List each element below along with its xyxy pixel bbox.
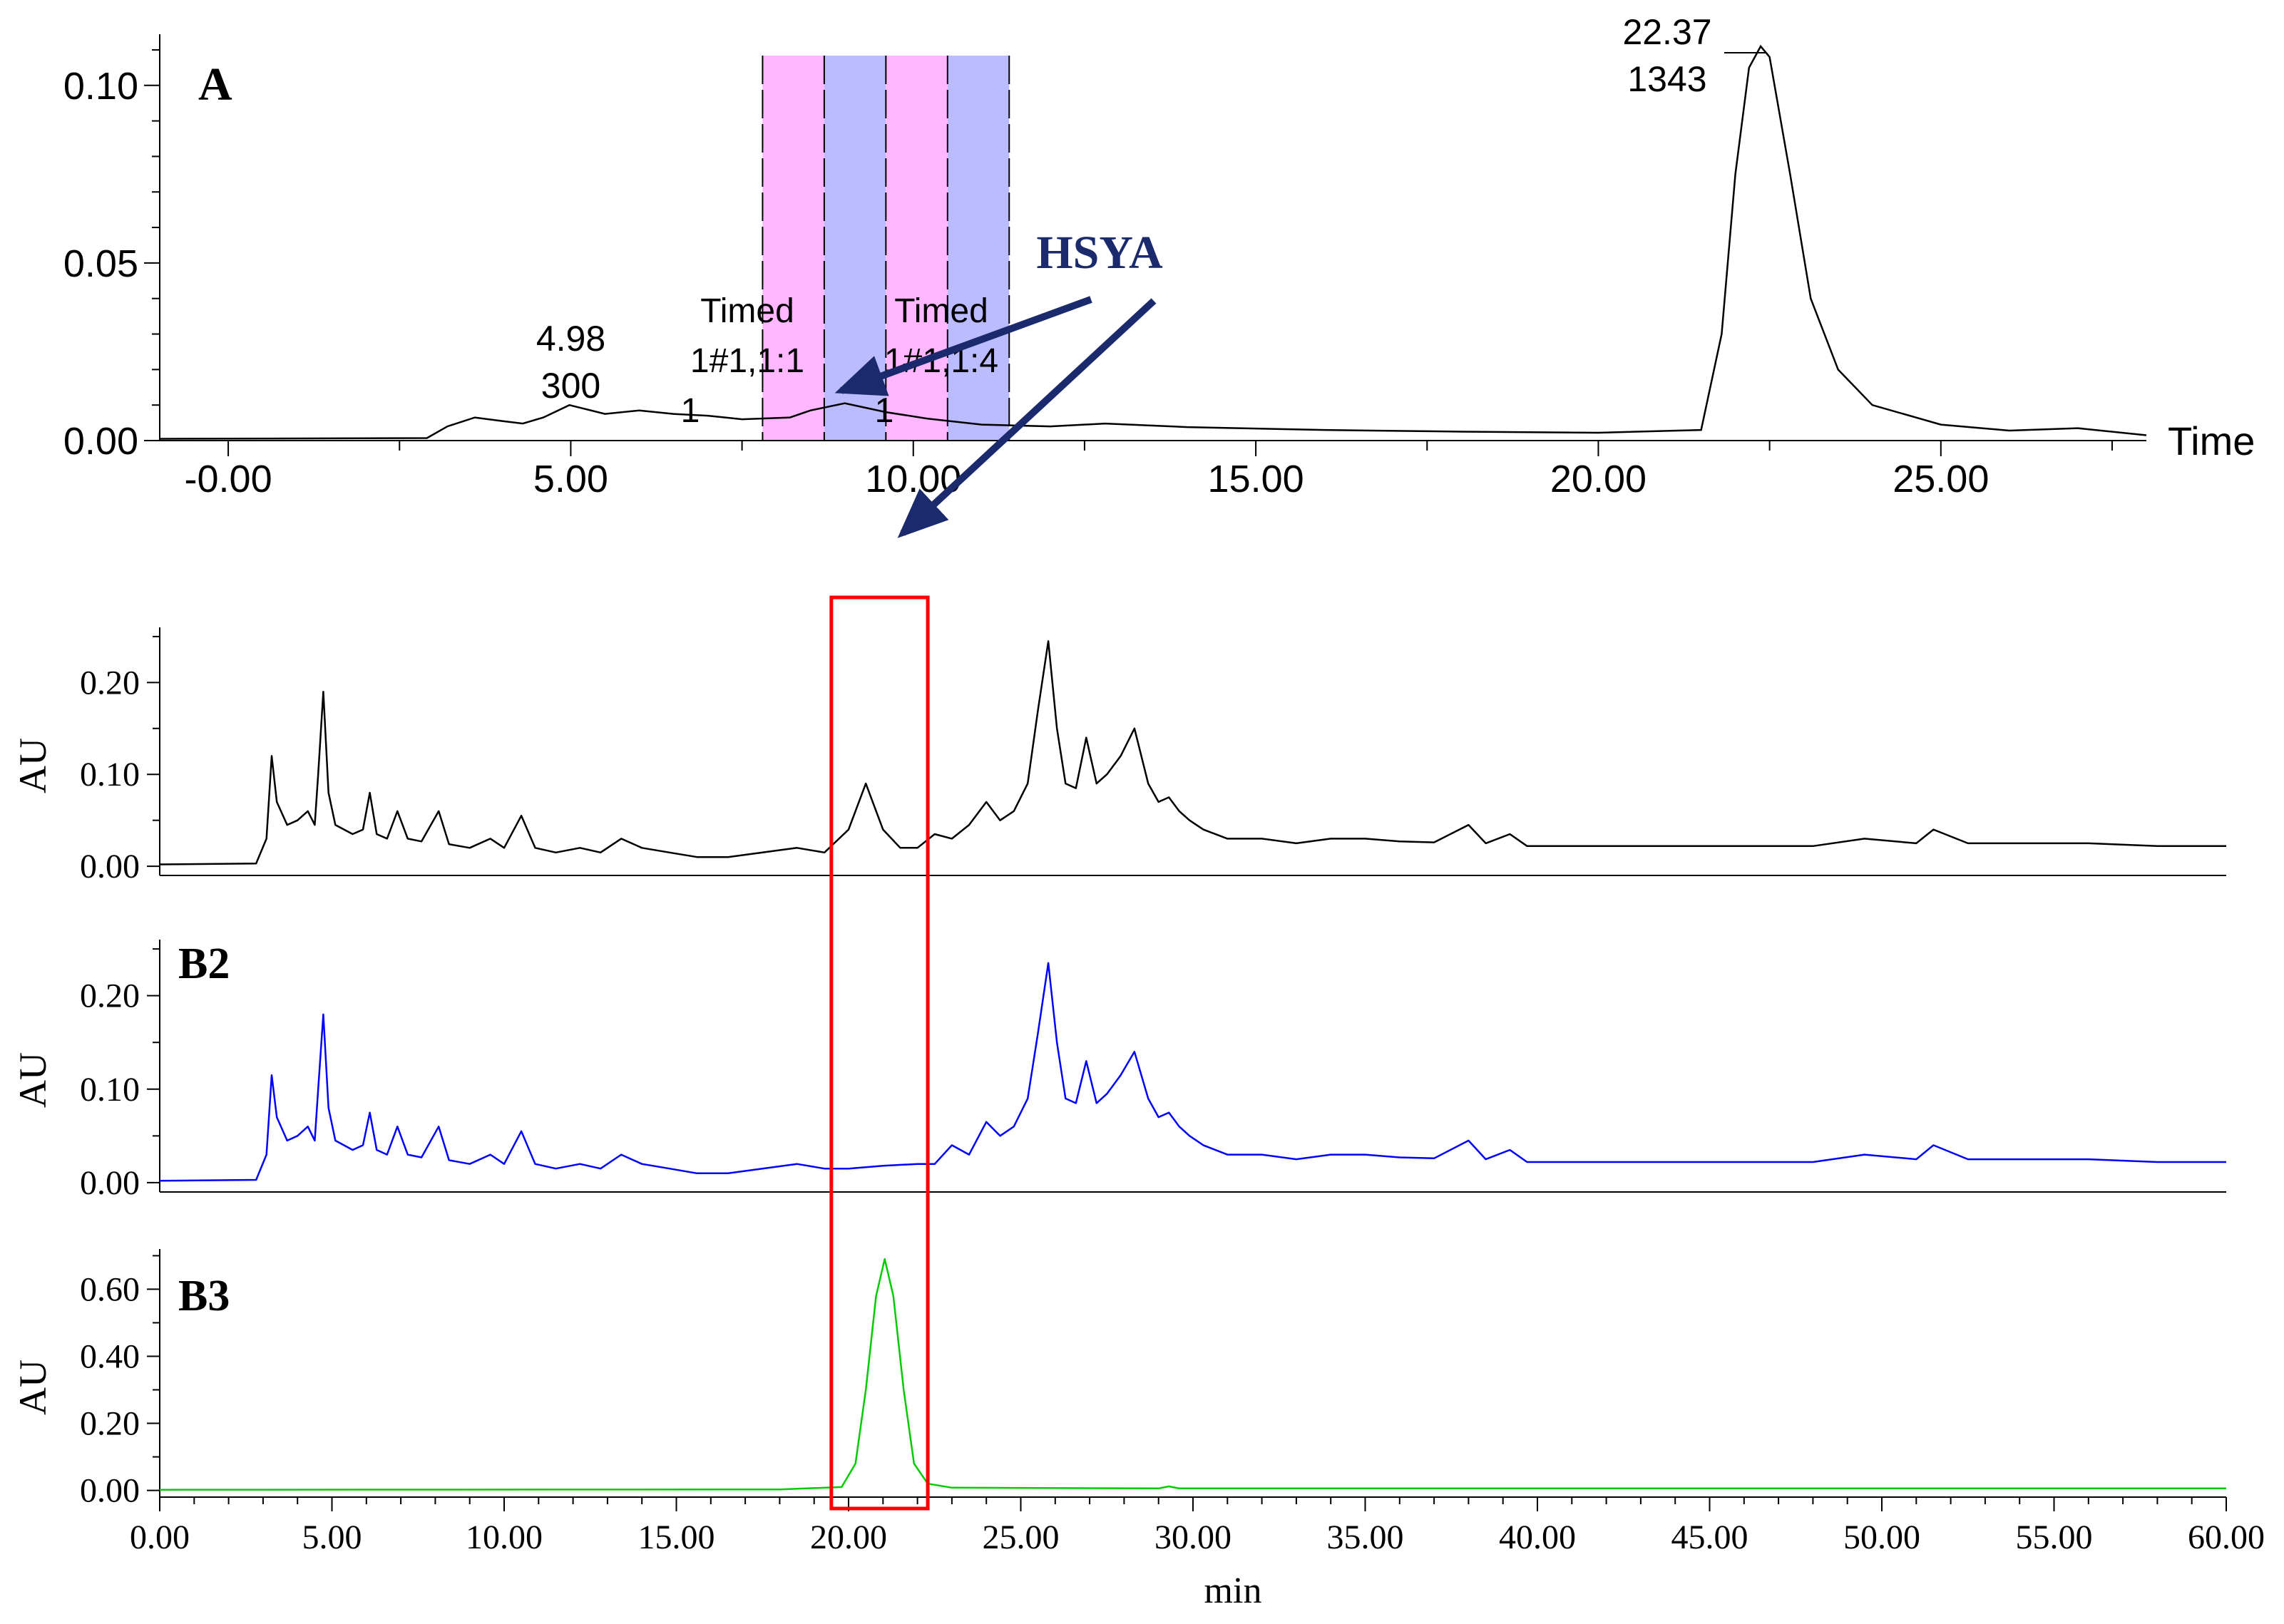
y-tick-label: 0.00 (80, 1164, 140, 1202)
x-tick-label: 50.00 (1843, 1518, 1920, 1556)
peak-label-area: 300 (541, 366, 600, 406)
y-tick-label: 0.00 (63, 420, 138, 463)
peak-label-rt: 22.37 (1622, 12, 1711, 52)
highlight-rect (829, 595, 930, 1511)
chart-b2: 0.00 0.10 0.20 AU B2 (11, 940, 2226, 1202)
fraction-band-3 (886, 56, 948, 441)
y-tick-label: 0.60 (80, 1270, 140, 1308)
x-axis-label: min (1204, 1571, 1262, 1611)
peak-label-area: 1343 (1627, 59, 1706, 99)
series-line-2-0 (159, 962, 2226, 1182)
annotation-hsya: HSYA (1036, 227, 1163, 279)
panel-label-b3: B3 (178, 1272, 230, 1320)
y-tick-label: 0.20 (80, 664, 140, 701)
x-tick-label: 5.00 (533, 458, 608, 500)
y-axis-label: AU (11, 1360, 54, 1415)
x-tick-label: 25.00 (983, 1518, 1060, 1556)
panel-label-b2: B2 (178, 940, 230, 988)
series-line-3-0 (159, 1258, 2226, 1491)
chart-b3: 0.00 0.20 0.40 0.60 AU B3 0.00 5.00 10.00 15.00 20… (11, 1249, 2265, 1611)
x-tick-label: 45.00 (1671, 1518, 1748, 1556)
band-label-line: 1 (681, 392, 700, 430)
series-line-a-0 (159, 44, 2147, 440)
y-tick-label: 0.40 (80, 1337, 140, 1375)
series-line-1-0 (159, 640, 2226, 865)
y-axis-label: AU (11, 1052, 54, 1108)
band-label-line: Timed (700, 292, 794, 330)
y-tick-label: 0.05 (63, 242, 138, 285)
x-axis-label: Time (2168, 418, 2255, 463)
chart-a: -0.00 5.00 10.00 15.00 20.00 25.000.000.050.1… (63, 12, 2255, 500)
y-tick-label: 0.10 (80, 756, 140, 793)
x-tick-label: 5.00 (302, 1518, 362, 1556)
x-tick-label: 15.00 (638, 1518, 715, 1556)
y-tick-label: 0.20 (80, 1405, 140, 1443)
x-tick-label: 35.00 (1327, 1518, 1404, 1556)
panel-label-a: A (198, 58, 232, 111)
arrow-to-peak (834, 296, 1092, 396)
band-label-line: 1 (875, 392, 894, 430)
x-tick-label: 60.00 (2188, 1518, 2265, 1556)
hsya-arrows (834, 296, 1157, 538)
x-tick-label: 20.00 (810, 1518, 887, 1556)
x-tick-label: -0.00 (185, 458, 272, 500)
hsya-highlight-box (829, 595, 930, 1511)
chart-b1: 0.00 0.10 0.20 AU (11, 627, 2226, 885)
x-tick-label: 40.00 (1499, 1518, 1576, 1556)
band-label-line: 1#1,1:4 (884, 342, 998, 380)
arrow-to-panel-b (897, 298, 1157, 538)
y-tick-label: 0.20 (80, 977, 140, 1015)
x-tick-label: 15.00 (1208, 458, 1304, 500)
x-tick-label: 25.00 (1893, 458, 1989, 500)
y-axis-label: AU (11, 738, 54, 793)
x-tick-label: 10.00 (466, 1518, 543, 1556)
x-tick-label: 0.00 (130, 1518, 190, 1556)
y-tick-label: 0.00 (80, 848, 140, 885)
fraction-bands (762, 56, 1010, 441)
peak-label-rt: 4.98 (536, 319, 605, 359)
y-tick-label: 0.00 (80, 1472, 140, 1510)
band-label-line: Timed (894, 292, 988, 330)
fraction-band-1 (762, 56, 824, 441)
y-tick-label: 0.10 (80, 1071, 140, 1109)
band-label-line: 1#1,1:1 (690, 342, 804, 380)
fraction-band-4 (947, 56, 1010, 441)
x-tick-label: 20.00 (1550, 458, 1647, 500)
y-tick-label: 0.10 (63, 65, 138, 108)
x-tick-label: 55.00 (2016, 1518, 2093, 1556)
x-tick-label: 30.00 (1154, 1518, 1231, 1556)
